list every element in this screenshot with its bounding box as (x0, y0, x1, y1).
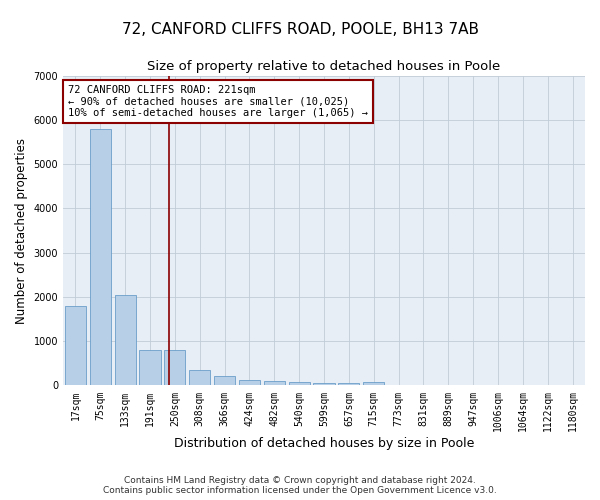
Bar (338, 383, 359, 386)
Bar (90, 128, 111, 386)
Bar (65, 306, 86, 386)
Bar (239, 380, 260, 386)
Bar (313, 383, 335, 386)
Title: Size of property relative to detached houses in Poole: Size of property relative to detached ho… (148, 60, 500, 73)
Bar (115, 294, 136, 386)
Bar (214, 376, 235, 386)
Bar (363, 382, 384, 386)
Text: Contains HM Land Registry data © Crown copyright and database right 2024.
Contai: Contains HM Land Registry data © Crown c… (103, 476, 497, 495)
Bar (264, 382, 285, 386)
Text: 72 CANFORD CLIFFS ROAD: 221sqm
← 90% of detached houses are smaller (10,025)
10%: 72 CANFORD CLIFFS ROAD: 221sqm ← 90% of … (68, 85, 368, 118)
Y-axis label: Number of detached properties: Number of detached properties (15, 138, 28, 324)
Bar (289, 382, 310, 386)
X-axis label: Distribution of detached houses by size in Poole: Distribution of detached houses by size … (174, 437, 474, 450)
Bar (189, 370, 211, 386)
Text: 72, CANFORD CLIFFS ROAD, POOLE, BH13 7AB: 72, CANFORD CLIFFS ROAD, POOLE, BH13 7AB (121, 22, 479, 38)
Bar (164, 350, 185, 386)
Bar (139, 350, 161, 386)
